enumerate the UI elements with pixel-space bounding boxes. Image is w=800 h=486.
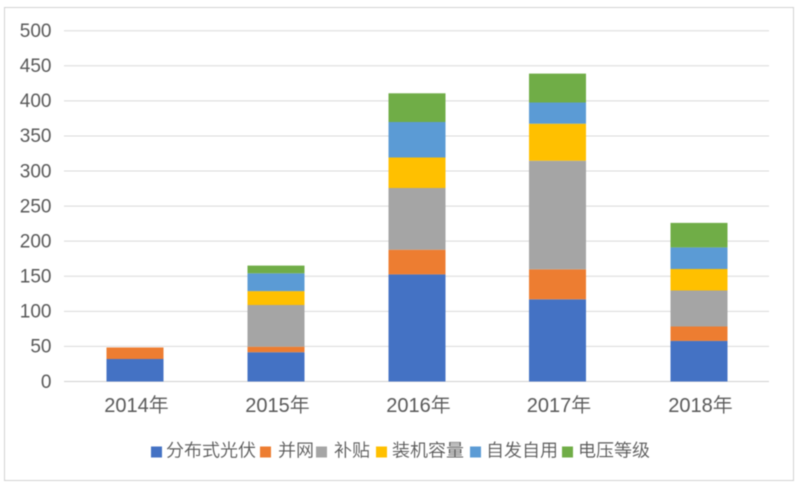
- svg-text:350: 350: [20, 126, 52, 147]
- svg-text:2014: 2014: [104, 395, 149, 417]
- svg-text:450: 450: [20, 56, 52, 77]
- svg-text:2015: 2015: [245, 395, 289, 417]
- svg-text:2018: 2018: [668, 395, 713, 417]
- svg-text:400: 400: [20, 91, 52, 112]
- svg-text:2017: 2017: [527, 395, 572, 417]
- svg-text:250: 250: [20, 196, 52, 217]
- svg-text:2016: 2016: [386, 395, 431, 417]
- svg-text:0: 0: [41, 372, 52, 393]
- svg-text:50: 50: [30, 337, 51, 358]
- svg-text:100: 100: [20, 302, 52, 323]
- svg-text:300: 300: [20, 161, 52, 182]
- svg-text:200: 200: [20, 232, 52, 253]
- svg-text:500: 500: [20, 21, 52, 42]
- svg-text:150: 150: [20, 267, 52, 288]
